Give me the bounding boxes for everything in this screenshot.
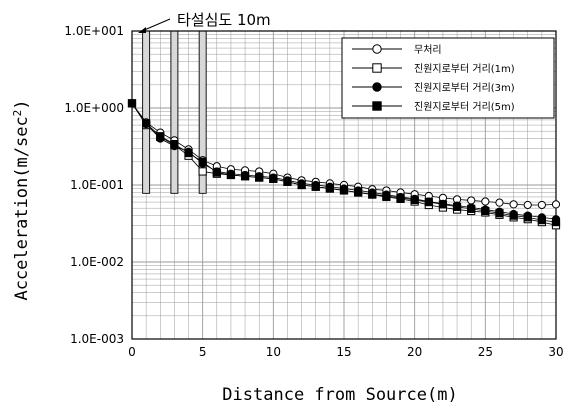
x-tick-label: 20	[407, 345, 422, 359]
legend-label: 진원지로부터 거리(3m)	[414, 82, 515, 94]
legend-marker	[372, 63, 382, 73]
data-point	[354, 188, 363, 197]
y-tick-label: 1.0E-003	[70, 332, 124, 346]
data-point	[551, 200, 561, 209]
y-axis-title-sup: 2	[11, 110, 24, 117]
data-point	[297, 180, 306, 190]
y-tick-label: 1.0E-001	[70, 178, 124, 192]
annotation-label: 타설심도 10m	[177, 11, 271, 29]
data-point	[142, 119, 151, 128]
data-point	[523, 213, 532, 222]
data-point	[283, 177, 292, 186]
data-point	[311, 182, 320, 191]
y-tick-label: 1.0E+000	[64, 101, 124, 115]
data-point	[481, 197, 490, 206]
data-point	[452, 202, 462, 211]
x-axis-title: Distance from Source(m)	[222, 385, 457, 405]
data-point	[509, 211, 518, 220]
data-point	[410, 195, 419, 205]
x-tick-label: 15	[336, 345, 351, 359]
data-point	[551, 217, 561, 227]
data-point	[467, 204, 476, 213]
data-point	[269, 174, 278, 184]
data-point	[127, 99, 137, 108]
data-point	[382, 191, 391, 201]
data-point	[240, 172, 250, 181]
legend-label: 진원지로부터 거리(1m)	[414, 63, 515, 75]
y-tick-label: 1.0E+001	[64, 24, 124, 38]
x-tick-label: 30	[548, 345, 563, 359]
data-point	[523, 200, 532, 210]
data-point	[438, 200, 448, 209]
data-point	[325, 184, 334, 193]
data-point	[255, 173, 264, 182]
legend-label: 무처리	[414, 44, 442, 56]
data-point	[212, 168, 221, 177]
data-point	[198, 157, 207, 166]
y-axis-title: Acceleration(m/sec2)	[11, 99, 33, 300]
plot-frame	[131, 30, 557, 340]
annotation-arrowhead	[138, 27, 146, 33]
data-point	[537, 216, 546, 225]
y-tick-labels: 1.0E-003 1.0E-002 1.0E-001 1.0E+000 1.0E+001	[64, 24, 124, 346]
data-point	[184, 148, 193, 158]
data-point	[509, 200, 518, 209]
x-tick-label: 5	[199, 345, 207, 359]
data-point	[424, 197, 433, 207]
legend-label: 진원지로부터 거리(5m)	[414, 101, 515, 113]
x-tick-label: 25	[478, 345, 493, 359]
series-4	[127, 99, 561, 227]
y-tick-label: 1.0E-002	[70, 255, 124, 269]
data-point	[537, 200, 546, 210]
data-point	[481, 206, 490, 216]
x-tick-label: 10	[266, 345, 281, 359]
data-point	[396, 193, 405, 202]
data-point	[467, 196, 476, 205]
legend-marker	[372, 82, 382, 92]
data-point	[156, 132, 165, 141]
series-layer	[127, 99, 561, 230]
data-point	[226, 170, 236, 180]
data-point	[495, 209, 504, 218]
x-tick-labels: 0 5 10 15 20 25 30	[128, 345, 563, 359]
data-point	[368, 190, 377, 199]
annotation-leader	[141, 18, 171, 32]
legend-marker	[372, 101, 382, 111]
data-point	[339, 186, 349, 195]
x-tick-label: 0	[128, 345, 136, 359]
legend-marker	[372, 44, 382, 54]
barrier-bar	[170, 30, 179, 194]
data-point	[495, 198, 504, 207]
data-point	[198, 167, 207, 176]
y-axis-title-main: Acceleration(m/sec	[12, 116, 32, 300]
data-point	[170, 139, 179, 149]
barrier-bar	[142, 30, 151, 194]
y-axis-title-close: )	[12, 99, 32, 109]
